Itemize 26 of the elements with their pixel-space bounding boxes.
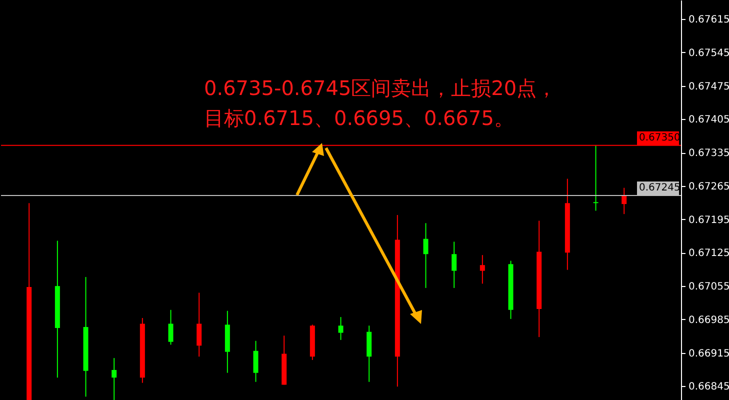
y-tick-label: 0.67405 xyxy=(688,114,729,126)
annotation: 0.6735-0.6745区间卖出，止损20点， xyxy=(204,76,557,100)
candlestick xyxy=(593,144,598,212)
candlestick xyxy=(196,292,202,358)
y-tick-label: 0.67265 xyxy=(688,181,729,192)
candlestick xyxy=(253,340,258,382)
annotation: 目标0.6715、0.6695、0.6675。 xyxy=(204,106,514,130)
y-tick-label: 0.67475 xyxy=(688,81,729,92)
candlestick xyxy=(622,187,627,215)
y-tick-label: 0.66845 xyxy=(688,382,729,393)
y-tick-label: 0.67195 xyxy=(688,214,729,226)
candlestick xyxy=(338,316,344,340)
candlestick xyxy=(480,254,485,284)
ref-line-label: 0.67350 xyxy=(639,132,680,144)
y-tick-label: 0.67055 xyxy=(688,282,729,293)
y-tick-label: 0.66985 xyxy=(688,314,729,326)
candlestick xyxy=(423,222,428,288)
y-tick-label: 0.67335 xyxy=(688,148,729,160)
y-tick-label: 0.66915 xyxy=(688,348,729,360)
ref-line-label: 0.67245 xyxy=(639,182,680,194)
candlestick xyxy=(168,309,174,346)
candlestick xyxy=(452,241,457,288)
candlestick xyxy=(112,358,117,400)
y-tick-label: 0.67615 xyxy=(688,14,729,26)
y-tick-label: 0.67125 xyxy=(688,248,729,260)
y-tick-label: 0.67545 xyxy=(688,48,729,59)
